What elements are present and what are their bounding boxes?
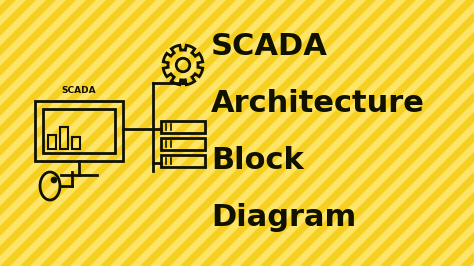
Polygon shape: [100, 0, 376, 266]
Polygon shape: [0, 0, 16, 266]
Polygon shape: [400, 0, 474, 266]
Bar: [161, 155, 205, 167]
Polygon shape: [380, 0, 474, 266]
Text: SCADA: SCADA: [211, 32, 328, 61]
Polygon shape: [0, 0, 176, 266]
Text: Diagram: Diagram: [211, 203, 356, 232]
Polygon shape: [20, 0, 296, 266]
Bar: [72, 137, 80, 149]
Polygon shape: [300, 0, 474, 266]
Polygon shape: [220, 0, 474, 266]
Polygon shape: [0, 0, 236, 266]
Polygon shape: [0, 0, 56, 266]
Polygon shape: [0, 0, 136, 266]
Polygon shape: [0, 0, 96, 266]
Polygon shape: [0, 0, 116, 266]
Polygon shape: [360, 0, 474, 266]
Polygon shape: [280, 0, 474, 266]
Polygon shape: [60, 0, 336, 266]
Polygon shape: [460, 0, 474, 266]
Polygon shape: [240, 0, 474, 266]
Polygon shape: [40, 0, 316, 266]
Bar: [161, 121, 205, 133]
Polygon shape: [120, 0, 396, 266]
Polygon shape: [80, 0, 356, 266]
Bar: [161, 138, 205, 150]
Text: Block: Block: [211, 146, 304, 175]
Polygon shape: [160, 0, 436, 266]
Polygon shape: [180, 0, 456, 266]
Polygon shape: [420, 0, 474, 266]
Polygon shape: [0, 0, 216, 266]
Polygon shape: [0, 0, 276, 266]
Polygon shape: [0, 0, 36, 266]
Polygon shape: [0, 0, 256, 266]
Text: SCADA: SCADA: [62, 86, 96, 95]
Polygon shape: [0, 0, 196, 266]
Polygon shape: [320, 0, 474, 266]
Polygon shape: [0, 0, 76, 266]
Polygon shape: [340, 0, 474, 266]
Text: Architecture: Architecture: [211, 89, 425, 118]
Polygon shape: [260, 0, 474, 266]
Polygon shape: [200, 0, 474, 266]
Polygon shape: [440, 0, 474, 266]
Bar: [48, 135, 56, 149]
Polygon shape: [140, 0, 416, 266]
Circle shape: [51, 177, 57, 183]
Bar: [60, 127, 68, 149]
Polygon shape: [0, 0, 156, 266]
